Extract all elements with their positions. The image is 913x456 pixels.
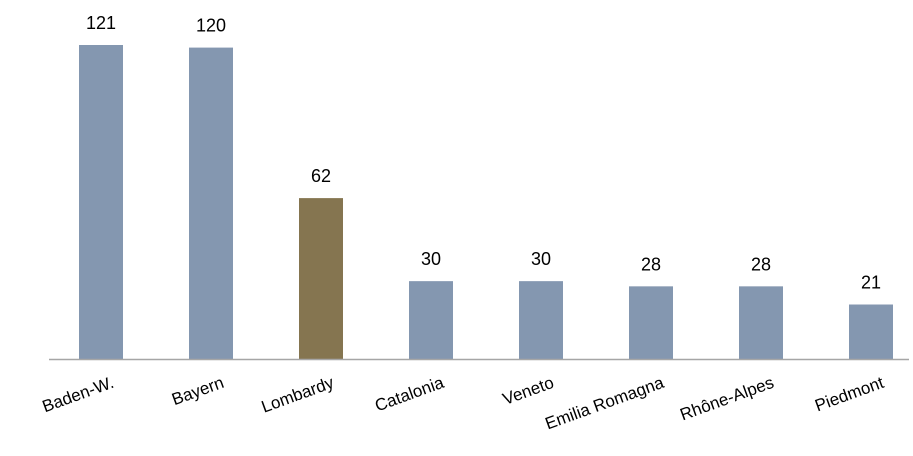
category-label: Rhône-Alpes (678, 373, 777, 424)
category-label: Lombardy (259, 373, 337, 417)
bar-rh-ne-alpes (739, 286, 783, 359)
category-label: Emilia Romagna (543, 373, 667, 434)
bar-baden-w (79, 45, 123, 359)
value-labels-group: 121 120 62 30 30 28 28 21 (86, 13, 881, 293)
data-label: 28 (751, 254, 771, 274)
category-label: Piedmont (812, 373, 886, 416)
bar-piedmont (849, 304, 893, 359)
bar-bayern (189, 47, 233, 360)
bar-lombardy (299, 198, 343, 359)
bar-veneto (519, 281, 563, 359)
data-label: 21 (861, 273, 881, 293)
category-labels-group: Baden-W. Bayern Lombardy Catalonia VenetoEmi… (40, 373, 887, 434)
data-label: 120 (196, 16, 226, 36)
category-label: Baden-W. (40, 373, 117, 416)
bars-group (79, 45, 893, 360)
data-label: 28 (641, 254, 661, 274)
category-label: Catalonia (372, 373, 447, 416)
data-label: 30 (421, 249, 441, 269)
bar-emilia-romagna (629, 286, 673, 359)
category-label: Veneto (500, 373, 556, 409)
data-label: 121 (86, 13, 116, 33)
category-label: Bayern (169, 373, 226, 409)
data-label: 62 (311, 166, 331, 186)
data-label: 30 (531, 249, 551, 269)
bar-catalonia (409, 281, 453, 359)
